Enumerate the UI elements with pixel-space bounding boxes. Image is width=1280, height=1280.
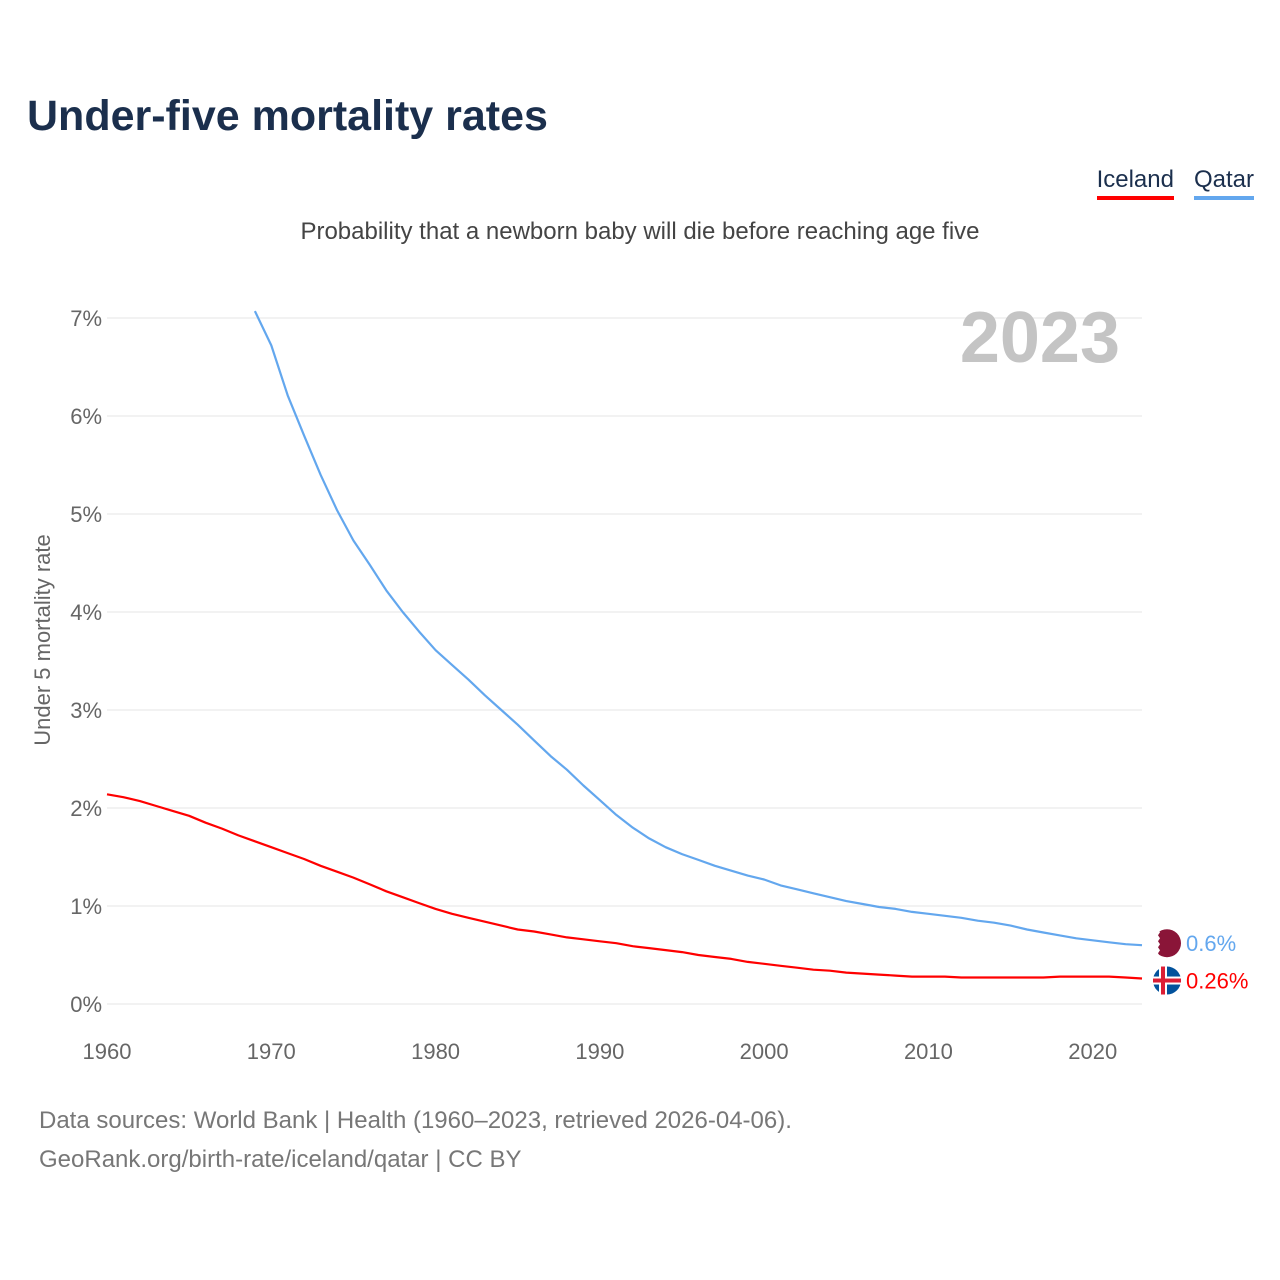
y-tick-label: 1% bbox=[70, 894, 102, 919]
y-tick-label: 4% bbox=[70, 600, 102, 625]
iceland-flag-cross-red-h bbox=[1153, 978, 1181, 983]
y-axis-label: Under 5 mortality rate bbox=[30, 534, 55, 746]
series-line-qatar bbox=[253, 310, 1143, 947]
y-tick-label: 7% bbox=[70, 306, 102, 331]
y-tick-label: 5% bbox=[70, 502, 102, 527]
chart-subtitle: Probability that a newborn baby will die… bbox=[300, 218, 980, 245]
y-tick-label: 6% bbox=[70, 404, 102, 429]
x-tick-label: 1970 bbox=[247, 1039, 296, 1064]
y-tick-label: 3% bbox=[70, 698, 102, 723]
x-tick-label: 2000 bbox=[740, 1039, 789, 1064]
legend-iceland[interactable]: Iceland bbox=[1096, 166, 1174, 200]
x-tick-label: 1960 bbox=[83, 1039, 132, 1064]
series-line-iceland bbox=[106, 793, 1143, 980]
attribution-link[interactable]: GeoRank.org/birth-rate/iceland/qatar | C… bbox=[39, 1146, 522, 1173]
y-tick-label: 0% bbox=[70, 992, 102, 1017]
legend-qatar[interactable]: Qatar bbox=[1193, 166, 1254, 200]
qatar-flag-serration bbox=[1153, 929, 1160, 958]
x-tick-label: 1980 bbox=[411, 1039, 460, 1064]
data-source: Data sources: World Bank | Health (1960–… bbox=[39, 1107, 792, 1134]
end-label-qatar: 0.6% bbox=[1186, 931, 1236, 956]
y-tick-label: 2% bbox=[70, 796, 102, 821]
x-tick-label: 2010 bbox=[904, 1039, 953, 1064]
legend: Iceland Qatar bbox=[1096, 166, 1254, 200]
year-watermark: 2023 bbox=[960, 298, 1120, 378]
chart-title: Under-five mortality rates bbox=[27, 92, 548, 140]
iceland-flag-cross-red-v bbox=[1161, 966, 1165, 995]
end-label-iceland: 0.26% bbox=[1186, 969, 1248, 994]
x-tick-label: 2020 bbox=[1068, 1039, 1117, 1064]
x-tick-label: 1990 bbox=[575, 1039, 624, 1064]
